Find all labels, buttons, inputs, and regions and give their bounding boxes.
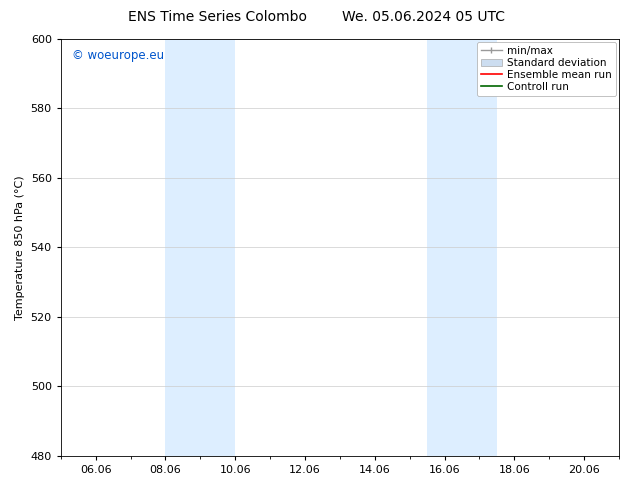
Bar	[165, 39, 235, 456]
Legend: min/max, Standard deviation, Ensemble mean run, Controll run: min/max, Standard deviation, Ensemble me…	[477, 42, 616, 97]
Y-axis label: Temperature 850 hPa (°C): Temperature 850 hPa (°C)	[15, 175, 25, 319]
Text: © woeurope.eu: © woeurope.eu	[72, 49, 164, 62]
Bar	[427, 39, 497, 456]
Text: ENS Time Series Colombo        We. 05.06.2024 05 UTC: ENS Time Series Colombo We. 05.06.2024 0…	[129, 10, 505, 24]
